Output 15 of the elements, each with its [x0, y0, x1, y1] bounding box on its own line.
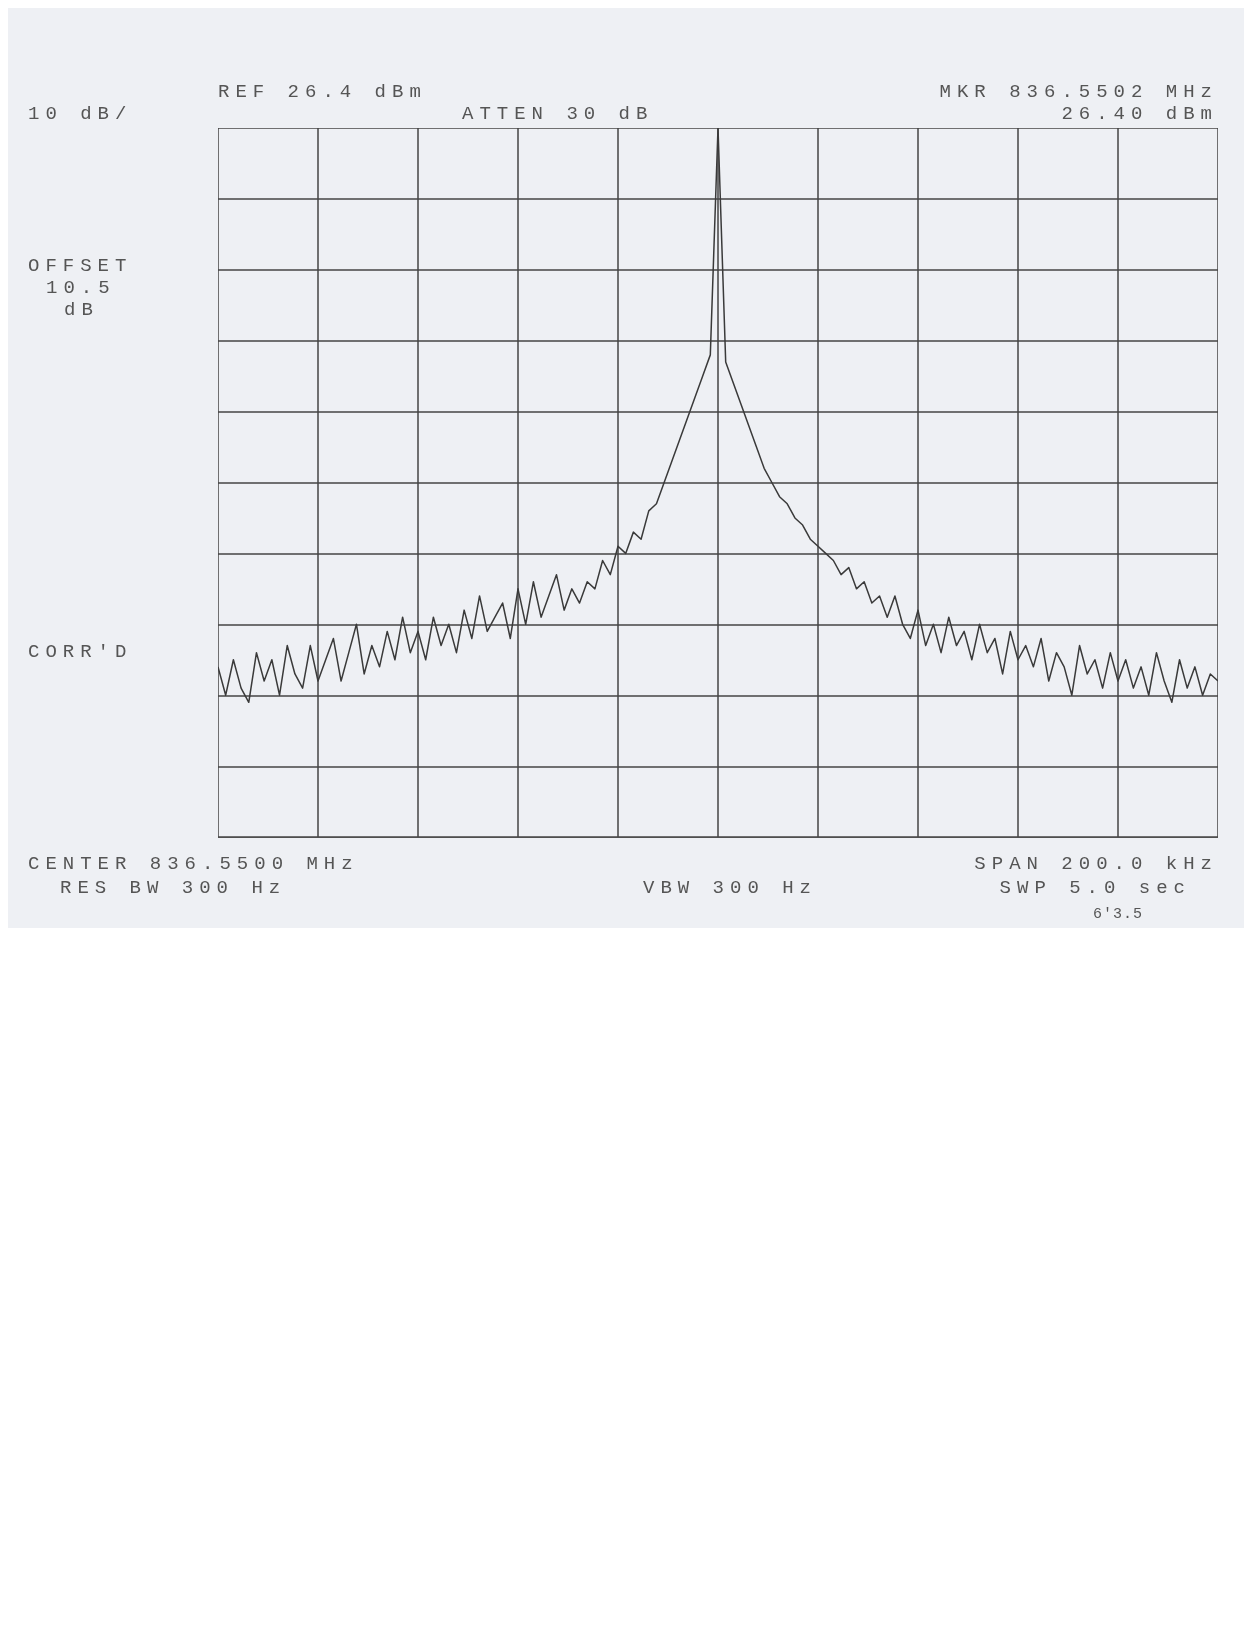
text: VBW 300 Hz — [643, 877, 818, 900]
text: MKR 836.5502 MHz — [939, 81, 1218, 104]
text: 10 dB/ — [28, 103, 133, 126]
text: SPAN 200.0 kHz — [974, 853, 1218, 876]
text: ATTEN 30 dB — [462, 103, 654, 126]
text: REF 26.4 dBm — [218, 81, 427, 104]
text: 6'3.5 — [1092, 905, 1144, 923]
text: dB — [64, 299, 99, 322]
text: 10.5 — [46, 277, 116, 300]
text: CENTER 836.5500 MHz — [28, 853, 359, 876]
text: 26.40 dBm — [1061, 103, 1218, 126]
text: CORR'D — [28, 641, 133, 664]
text: RES BW 300 Hz — [60, 877, 287, 900]
text: SWP 5.0 sec — [999, 877, 1191, 900]
text: OFFSET — [28, 255, 133, 278]
